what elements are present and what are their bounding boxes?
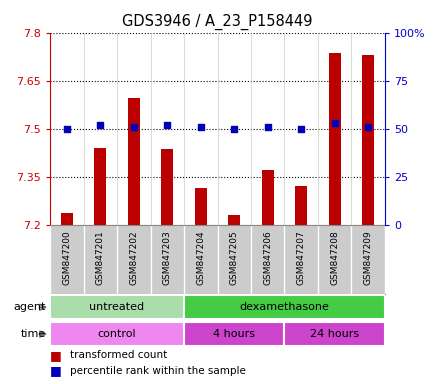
Bar (362, 55, 373, 225)
Point (364, 124, 371, 130)
Text: GSM847206: GSM847206 (263, 230, 272, 285)
Text: GSM847202: GSM847202 (129, 230, 138, 285)
Bar (94, 148, 106, 225)
Bar (50, 322, 184, 346)
Text: ■: ■ (50, 349, 62, 362)
Text: GSM847209: GSM847209 (363, 230, 372, 285)
Bar (284, 322, 384, 346)
Text: ■: ■ (50, 364, 62, 377)
Bar (161, 149, 173, 225)
Bar (61, 214, 72, 225)
Text: transformed count: transformed count (69, 350, 167, 360)
Text: GSM847207: GSM847207 (296, 230, 305, 285)
Point (130, 124, 137, 130)
Point (164, 122, 171, 128)
Bar (228, 215, 240, 225)
Point (230, 126, 237, 132)
Bar (328, 53, 340, 225)
Text: GSM847203: GSM847203 (162, 230, 171, 285)
Point (63, 126, 70, 132)
Bar (295, 186, 306, 225)
Text: dexamethasone: dexamethasone (239, 302, 329, 312)
Text: 24 hours: 24 hours (309, 329, 358, 339)
Bar (184, 322, 284, 346)
Text: percentile rank within the sample: percentile rank within the sample (69, 366, 245, 376)
Bar (50, 295, 184, 319)
Bar (184, 295, 384, 319)
Text: 4 hours: 4 hours (213, 329, 255, 339)
Text: untreated: untreated (89, 302, 144, 312)
Bar (128, 98, 139, 225)
Text: GSM847205: GSM847205 (229, 230, 238, 285)
Text: control: control (98, 329, 136, 339)
Bar (261, 170, 273, 225)
Text: time: time (20, 329, 46, 339)
Text: GSM847201: GSM847201 (95, 230, 105, 285)
Text: GSM847204: GSM847204 (196, 230, 205, 285)
Text: agent: agent (13, 302, 46, 312)
Point (197, 124, 204, 130)
Point (264, 124, 271, 130)
Point (297, 126, 304, 132)
Point (97, 122, 104, 128)
Point (331, 120, 338, 126)
Bar (194, 188, 206, 225)
Text: GDS3946 / A_23_P158449: GDS3946 / A_23_P158449 (122, 13, 312, 30)
Text: GSM847200: GSM847200 (62, 230, 71, 285)
Text: GSM847208: GSM847208 (329, 230, 339, 285)
